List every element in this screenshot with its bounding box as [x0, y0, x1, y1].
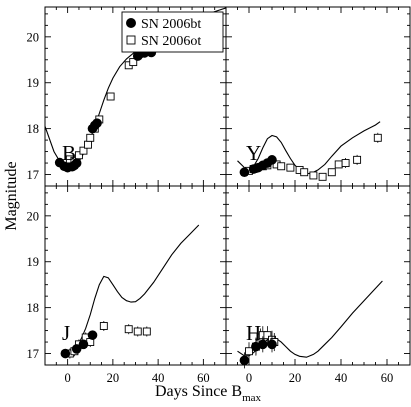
point-sn2006ot — [300, 168, 309, 177]
point-sn2006ot — [99, 322, 108, 330]
point-sn2006ot — [79, 146, 88, 155]
point-sn2006ot — [286, 163, 295, 172]
x-tick-label: 0 — [65, 371, 71, 385]
point-sn2006ot — [124, 325, 133, 334]
x-tick-label: 60 — [197, 371, 210, 385]
point-sn2006ot — [277, 162, 286, 171]
point-sn2006ot — [353, 155, 362, 164]
point-sn2006ot — [341, 159, 350, 168]
legend-marker-sn2006bt — [126, 18, 136, 28]
panel-label-j: J — [62, 321, 70, 345]
x-axis-title-subscript: max — [242, 392, 261, 404]
point-sn2006ot — [106, 92, 115, 101]
point-sn2006ot — [334, 160, 343, 169]
point-sn2006ot — [373, 133, 382, 142]
legend-label-sn2006bt: SN 2006bt — [141, 17, 201, 32]
x-tick-label: 40 — [335, 371, 348, 385]
panel-label-b: B — [62, 141, 76, 165]
legend-box — [121, 11, 224, 53]
y-tick-labels: 17 18 19 20 17 18 19 20 — [27, 30, 40, 361]
point-sn2006ot — [263, 331, 272, 340]
template-curve-j — [62, 224, 200, 355]
x-tick-label: 40 — [152, 371, 165, 385]
template-curve-y — [237, 121, 381, 175]
point-sn2006ot — [245, 347, 253, 356]
point-sn2006ot — [327, 168, 336, 177]
panel-y: Y — [225, 6, 411, 187]
x-tick-labels: 0 20 40 60 0 20 40 60 — [65, 371, 394, 385]
point-sn2006ot — [133, 327, 142, 336]
point-sn2006ot — [309, 171, 318, 180]
y-tick-label: 19 — [27, 76, 40, 90]
point-sn2006bt — [92, 118, 102, 128]
panel-label-h: H — [246, 321, 261, 345]
y-tick-label: 18 — [27, 301, 40, 315]
panel-label-y: Y — [246, 141, 261, 165]
y-axis-title: Magnitude — [3, 161, 20, 230]
y-tick-label: 18 — [27, 122, 40, 136]
x-tick-label: 20 — [107, 371, 120, 385]
point-sn2006bt — [239, 355, 250, 366]
point-sn2006bt — [78, 339, 89, 350]
y-tick-label: 19 — [27, 255, 40, 269]
point-sn2006bt — [267, 339, 277, 350]
legend-label-sn2006ot: SN 2006ot — [141, 34, 201, 49]
x-axis-title-main: Days Since B — [155, 383, 242, 400]
y-tick-label: 20 — [27, 30, 40, 44]
x-tick-label: 20 — [289, 371, 302, 385]
point-sn2006bt — [267, 155, 277, 165]
point-sn2006bt — [71, 344, 82, 354]
point-sn2006bt — [258, 339, 268, 350]
point-sn2006ot — [74, 151, 83, 160]
y-tick-label: 17 — [27, 168, 40, 182]
legend: SN 2006bt SN 2006ot — [121, 11, 224, 53]
legend-marker-sn2006ot — [126, 35, 136, 45]
point-sn2006ot — [142, 327, 151, 336]
point-sn2006bt — [60, 348, 71, 359]
y-tick-label: 20 — [27, 209, 40, 223]
panels-layer: B Y J H — [44, 6, 411, 369]
panel-h: H — [225, 185, 411, 369]
x-axis-title: Days Since Bmax — [155, 383, 262, 404]
panel-j: J — [44, 185, 227, 366]
point-sn2006ot — [318, 172, 327, 181]
point-sn2006bt — [71, 158, 82, 168]
point-sn2006ot — [129, 58, 138, 67]
point-sn2006ot — [86, 133, 95, 142]
point-sn2006bt — [239, 167, 250, 178]
y-tick-label: 17 — [27, 347, 40, 361]
x-tick-label: 0 — [246, 371, 252, 385]
x-tick-label: 60 — [381, 371, 394, 385]
panel-frame — [44, 185, 227, 366]
point-sn2006bt — [87, 330, 98, 340]
point-sn2006ot — [84, 140, 92, 149]
